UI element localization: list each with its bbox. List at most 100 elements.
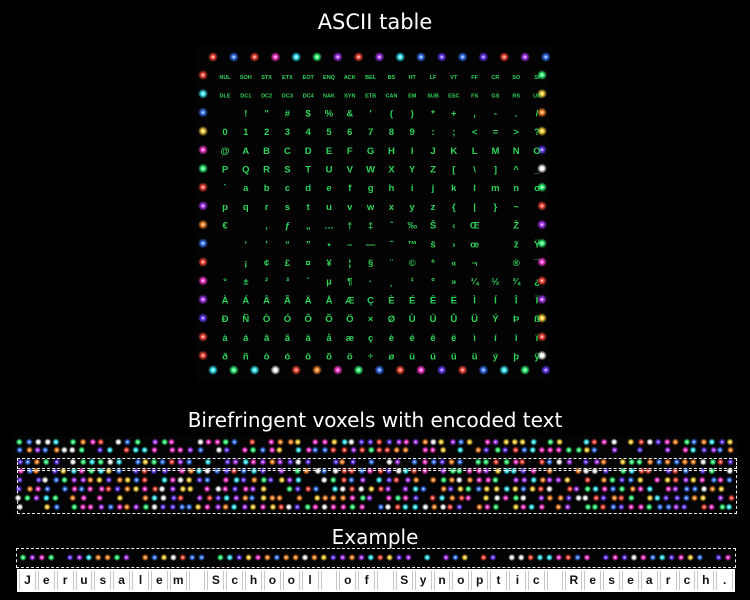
ascii-cell: Ð [222, 314, 229, 325]
voxel [591, 438, 598, 445]
voxel [547, 438, 554, 445]
ascii-cell: æ [346, 333, 355, 344]
ascii-cell: ^ [513, 165, 519, 176]
ascii-cell: ¦ [348, 258, 351, 269]
border-voxel [537, 332, 547, 342]
ascii-cell: 8 [389, 127, 394, 138]
ascii-cell: n [513, 183, 519, 194]
ascii-cell: 5 [326, 127, 332, 138]
voxel [277, 438, 284, 445]
voxel [376, 446, 383, 453]
ascii-cell: DC4 [303, 94, 315, 100]
ascii-cell: * [431, 108, 435, 119]
example-char-cell [189, 571, 206, 590]
ascii-cell: é [410, 333, 415, 344]
example-char-cell: m [170, 571, 187, 590]
voxel [115, 438, 122, 445]
ascii-cell: NUL [219, 75, 231, 81]
voxel [134, 438, 141, 445]
border-voxel [198, 182, 208, 192]
ascii-cell: Ä [305, 295, 312, 306]
voxel [89, 438, 96, 445]
voxel [457, 446, 464, 453]
example-char-cell: a [641, 571, 658, 590]
example-char-cell: e [622, 571, 639, 590]
voxel [96, 446, 103, 453]
ascii-cell: ‚ [265, 221, 268, 232]
ascii-cell: À [222, 295, 229, 306]
voxel [393, 446, 400, 453]
example-char-cell: n [434, 571, 451, 590]
border-voxel [229, 52, 239, 62]
ascii-cell: ° [223, 277, 227, 288]
ascii-cell: ~ [513, 202, 519, 213]
ascii-cell: — [366, 239, 376, 250]
ascii-cell: FS [471, 94, 478, 100]
ascii-cell: ² [265, 277, 268, 288]
ascii-cell: 2 [264, 127, 269, 138]
voxel [503, 438, 510, 445]
example-char-cell: o [339, 571, 356, 590]
ascii-cell: š [430, 239, 435, 250]
ascii-cell: ’ [265, 239, 268, 250]
ascii-table-panel: NUL SOH STX ETX EOT ENQ ACK BEL BS HT LF VT FF CR SO SI… [195, 45, 550, 382]
ascii-cell: DC3 [282, 94, 293, 100]
ascii-cell: ™ [407, 239, 417, 250]
ascii-cell: P [222, 165, 229, 176]
ascii-cell: _ [533, 165, 540, 176]
voxel [249, 438, 256, 445]
example-char-cell: a [113, 571, 130, 590]
voxel [141, 446, 148, 453]
border-voxel [198, 89, 208, 99]
voxel-text-block-highlight [17, 470, 737, 514]
ascii-cell: SI [534, 75, 540, 81]
ascii-cell: ‹ [452, 221, 455, 232]
border-voxel [229, 365, 239, 375]
voxel [449, 438, 456, 445]
ascii-cell: K [450, 146, 457, 157]
voxel [223, 446, 230, 453]
voxel [627, 438, 634, 445]
voxel [231, 438, 238, 445]
voxel [78, 446, 85, 453]
ascii-cell: Ô [305, 313, 312, 325]
ascii-cell: # [285, 108, 291, 119]
ascii-cell: ' [369, 108, 371, 119]
voxel [79, 438, 86, 445]
voxel [611, 438, 618, 445]
voxel [368, 446, 375, 453]
ascii-cell: p [222, 202, 228, 213]
ascii-cell: ¥ [326, 258, 332, 269]
ascii-cell: Å [326, 295, 333, 306]
ascii-cell: ø [388, 352, 394, 363]
example-char-cell: c [226, 571, 243, 590]
ascii-cell: Ü [471, 314, 478, 325]
ascii-cell: » [451, 277, 456, 288]
ascii-cell: = [493, 127, 499, 138]
ascii-cell: å [326, 333, 332, 344]
ascii-cell: ÷ [368, 352, 373, 363]
ascii-cell: ¾ [512, 277, 521, 288]
border-voxel [198, 107, 208, 117]
ascii-cell: | [473, 202, 476, 213]
border-voxel [537, 220, 547, 230]
ascii-cell: ` [223, 183, 226, 194]
voxel [683, 438, 690, 445]
voxel [492, 438, 499, 445]
ascii-cell: ENQ [323, 75, 336, 81]
ascii-cell: x [389, 202, 395, 213]
ascii-cell: ë [451, 333, 456, 344]
voxel [69, 438, 76, 445]
ascii-cell: ³ [286, 277, 289, 288]
voxel [457, 438, 464, 445]
border-voxel [198, 164, 208, 174]
ascii-cell: ETB [365, 94, 376, 100]
ascii-cell: û [451, 352, 457, 363]
voxel [655, 438, 662, 445]
example-char-cell: r [660, 571, 677, 590]
border-voxel [198, 332, 208, 342]
voxel [538, 446, 545, 453]
ascii-cell: ð [222, 352, 228, 363]
ascii-cell: u [326, 202, 332, 213]
voxel [42, 446, 49, 453]
